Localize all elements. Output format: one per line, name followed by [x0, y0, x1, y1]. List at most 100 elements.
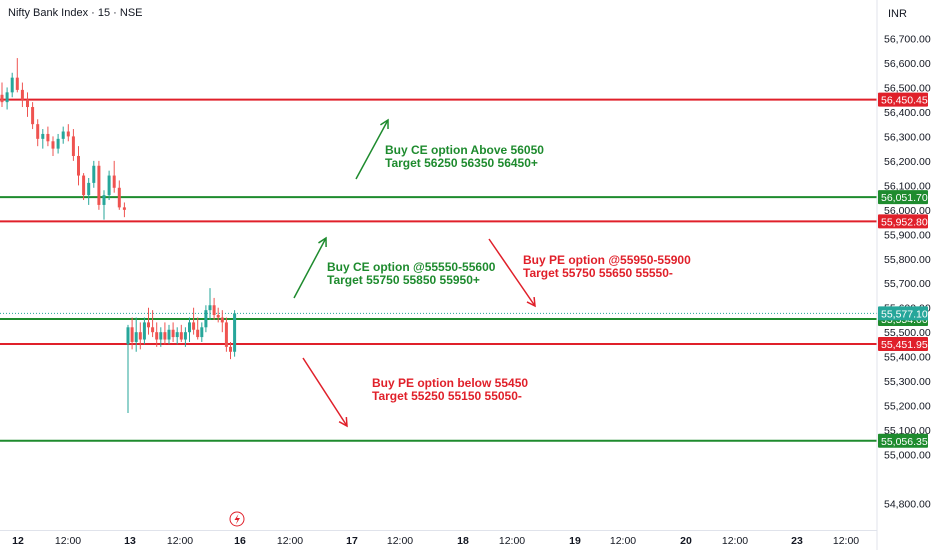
- y-tick-label: 55,500.00: [884, 327, 931, 339]
- candle-body[interactable]: [87, 182, 91, 196]
- x-tick-label: 12:00: [833, 535, 859, 547]
- candle-body[interactable]: [82, 175, 86, 196]
- candle-body[interactable]: [204, 310, 208, 328]
- y-tick-label: 55,000.00: [884, 450, 931, 462]
- arrow-head: [338, 416, 348, 428]
- price-tag-label: 56,450.45: [881, 95, 928, 107]
- candle-body[interactable]: [107, 175, 111, 196]
- candle-body[interactable]: [147, 322, 150, 328]
- candle-body[interactable]: [142, 322, 146, 340]
- candle-body[interactable]: [36, 124, 40, 139]
- price-tag: [878, 92, 928, 107]
- candle-body[interactable]: [200, 327, 204, 338]
- x-tick-label: 12:00: [387, 535, 413, 547]
- annotation-pe-range: Buy PE option @55950-55900 Target 55750 …: [523, 254, 691, 280]
- x-tick-label: 12:00: [277, 535, 303, 547]
- candle-body[interactable]: [97, 165, 101, 205]
- candle-body[interactable]: [41, 133, 45, 139]
- candle-body[interactable]: [117, 187, 121, 208]
- price-tag-label: 55,056.35: [881, 436, 928, 448]
- price-tag: [878, 306, 928, 321]
- price-tag-label: 56,051.70: [881, 192, 928, 204]
- y-tick-label: 54,800.00: [884, 499, 931, 511]
- annotation-line: Buy CE option @55550-55600: [327, 260, 496, 274]
- candle-body[interactable]: [31, 107, 35, 125]
- candle-body[interactable]: [20, 89, 24, 100]
- candle-body[interactable]: [71, 136, 75, 156]
- arrow-line: [293, 237, 327, 299]
- candle-body[interactable]: [26, 99, 29, 108]
- annotation-arrows: [293, 118, 536, 428]
- candle-body[interactable]: [0, 94, 4, 103]
- candle-body[interactable]: [130, 327, 134, 342]
- candle-body[interactable]: [61, 131, 65, 139]
- price-tag: [878, 190, 928, 205]
- x-tick-label: 16: [234, 535, 246, 547]
- time-axis[interactable]: 12 12:00 13 12:00 16 12:00 17 12:00 18 12:00 19 12:…: [12, 535, 859, 547]
- candle-body[interactable]: [188, 322, 191, 333]
- flash-icon[interactable]: [229, 511, 245, 527]
- candle-body[interactable]: [102, 195, 106, 205]
- candle-body[interactable]: [216, 315, 220, 318]
- y-tick-label: 56,500.00: [884, 82, 931, 94]
- annotation-line: Buy CE option Above 56050: [385, 143, 544, 157]
- candle-body[interactable]: [175, 332, 179, 338]
- candle-body[interactable]: [134, 332, 138, 342]
- annotation-line: Buy PE option @55950-55900: [523, 253, 691, 267]
- currency-label: INR: [888, 8, 907, 20]
- arrow-line: [302, 357, 348, 427]
- candle-body[interactable]: [5, 92, 9, 103]
- arrow-line: [488, 238, 536, 307]
- y-tick-label: 55,900.00: [884, 229, 931, 241]
- candle-body[interactable]: [122, 207, 126, 210]
- candle-body[interactable]: [77, 155, 80, 176]
- candle-body[interactable]: [196, 329, 200, 338]
- annotation-line: Buy PE option below 55450: [372, 376, 529, 390]
- candle-body[interactable]: [212, 305, 216, 316]
- candle-body[interactable]: [233, 313, 237, 352]
- y-tick-label: 56,300.00: [884, 131, 931, 143]
- annotation-ce-range: Buy CE option @55550-55600 Target 55750 …: [327, 261, 495, 287]
- candle-body[interactable]: [56, 138, 60, 149]
- x-tick-label: 12:00: [722, 535, 748, 547]
- y-tick-label: 55,700.00: [884, 278, 931, 290]
- candle-body[interactable]: [10, 77, 14, 93]
- candle-body[interactable]: [46, 133, 50, 142]
- x-tick-label: 12:00: [55, 535, 81, 547]
- candle-body[interactable]: [15, 77, 19, 90]
- candle-body[interactable]: [167, 329, 171, 340]
- y-tick-label: 56,100.00: [884, 180, 931, 192]
- candle-body[interactable]: [151, 327, 155, 333]
- candle-body[interactable]: [155, 332, 159, 340]
- candle-body[interactable]: [192, 322, 196, 330]
- annotation-pe-below: Buy PE option below 55450 Target 55250 5…: [372, 377, 528, 403]
- y-tick-label: 55,300.00: [884, 376, 931, 388]
- candle-body[interactable]: [220, 317, 224, 323]
- candle-body[interactable]: [112, 175, 116, 188]
- price-tag: [878, 214, 928, 229]
- candle-body[interactable]: [183, 332, 187, 340]
- candle-body[interactable]: [163, 332, 167, 340]
- x-tick-label: 20: [680, 535, 692, 547]
- y-tick-label: 56,200.00: [884, 156, 931, 168]
- candle-body[interactable]: [171, 329, 175, 338]
- x-tick-label: 12: [12, 535, 24, 547]
- candle-body[interactable]: [224, 322, 228, 347]
- candle-body[interactable]: [92, 165, 96, 183]
- candle-body[interactable]: [126, 327, 130, 345]
- x-tick-label: 19: [569, 535, 581, 547]
- price-tag-label: 55,451.95: [881, 339, 928, 351]
- candle-body[interactable]: [66, 131, 70, 137]
- candle-body[interactable]: [208, 305, 212, 311]
- candle-body[interactable]: [138, 332, 142, 340]
- y-tick-label: 56,400.00: [884, 107, 931, 119]
- annotation-line: Target 55250 55150 55050-: [372, 389, 522, 403]
- candle-body[interactable]: [229, 346, 232, 352]
- candle-body[interactable]: [179, 332, 183, 340]
- candle-body[interactable]: [159, 332, 163, 340]
- candle-body[interactable]: [51, 141, 55, 149]
- price-tag: [878, 433, 928, 448]
- candlesticks[interactable]: [0, 58, 237, 413]
